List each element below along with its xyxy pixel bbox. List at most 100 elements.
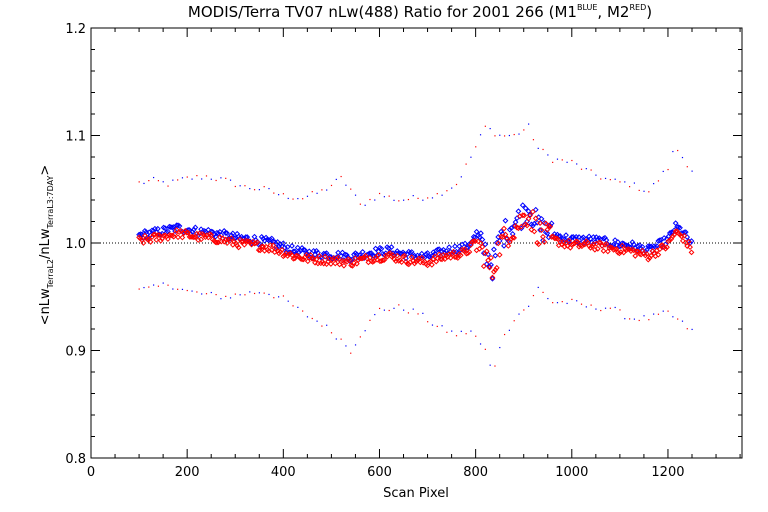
- lower-envelope-point: [657, 313, 660, 315]
- m1-point: [478, 230, 484, 237]
- m1-point: [616, 243, 623, 250]
- lower-envelope-point: [162, 282, 164, 284]
- m2-point: [348, 262, 355, 269]
- upper-envelope-point: [638, 189, 640, 191]
- lower-envelope-point: [167, 284, 169, 286]
- lower-envelope-point: [273, 297, 275, 299]
- upper-envelope-point: [499, 134, 501, 136]
- upper-envelope-point: [167, 185, 169, 187]
- m1-point: [501, 242, 507, 249]
- m2-point: [610, 246, 617, 253]
- m2-point: [400, 253, 406, 260]
- m1-point: [527, 211, 533, 218]
- lower-envelope-point: [417, 313, 419, 315]
- upper-envelope-point: [691, 170, 693, 172]
- upper-envelope-point: [292, 198, 294, 200]
- upper-envelope-point: [571, 159, 573, 162]
- upper-envelope-point: [436, 193, 438, 195]
- lower-envelope-point: [143, 286, 145, 289]
- m2-point: [664, 244, 670, 251]
- upper-envelope-point: [374, 199, 376, 201]
- lower-envelope-point: [508, 329, 510, 331]
- m2-point: [431, 253, 438, 260]
- upper-envelope-point: [302, 198, 304, 200]
- lower-envelope-point: [258, 292, 260, 294]
- upper-envelope-point: [225, 177, 227, 179]
- m1-point: [630, 241, 637, 248]
- upper-envelope-point: [268, 187, 270, 190]
- upper-envelope-point: [345, 184, 347, 186]
- m1-point: [378, 245, 385, 252]
- m2-point: [457, 252, 464, 259]
- upper-envelope-point: [619, 181, 621, 183]
- m2-point: [364, 255, 370, 262]
- lower-envelope-point: [388, 309, 390, 312]
- lower-envelope-point: [422, 312, 424, 314]
- m2-point: [600, 248, 607, 254]
- upper-envelope-point: [383, 196, 385, 198]
- m2-point: [369, 258, 376, 265]
- m2-point: [538, 227, 545, 234]
- m2-point: [183, 229, 190, 236]
- lower-envelope-point: [431, 324, 434, 326]
- m2-point: [491, 268, 497, 275]
- m2-point: [589, 243, 595, 250]
- m2-point: [519, 212, 526, 219]
- upper-envelope-point: [609, 179, 611, 181]
- upper-envelope-point: [335, 178, 337, 181]
- m2-point: [351, 260, 357, 266]
- m2-point: [165, 236, 171, 242]
- m1-point: [568, 234, 575, 241]
- m1-point: [476, 234, 483, 240]
- lower-envelope-point: [407, 312, 410, 314]
- m2-point: [437, 256, 444, 262]
- lower-envelope-point: [330, 332, 333, 334]
- m2-point: [566, 237, 572, 244]
- m1-point: [502, 217, 509, 224]
- upper-envelope-point: [393, 199, 395, 201]
- lower-envelope-point: [321, 325, 323, 327]
- m2-point: [228, 235, 235, 242]
- m1-point: [578, 235, 585, 242]
- m2-point: [684, 243, 691, 249]
- upper-envelope-point: [316, 192, 318, 194]
- lower-envelope-point: [633, 318, 636, 320]
- lower-envelope-point: [470, 330, 472, 332]
- upper-envelope-point: [191, 178, 193, 180]
- upper-envelope-point: [465, 163, 467, 165]
- m1-point: [535, 214, 542, 221]
- m1-point: [537, 227, 543, 233]
- m1-point: [515, 208, 522, 215]
- m2-point: [326, 255, 333, 262]
- lower-envelope-point: [600, 309, 602, 312]
- m2-point: [198, 236, 205, 243]
- upper-envelope-point: [475, 146, 477, 148]
- lower-envelope-point: [451, 330, 453, 332]
- lower-envelope-point: [542, 291, 544, 294]
- m2-point: [602, 241, 608, 248]
- lower-envelope-point: [513, 320, 515, 322]
- m2-point: [450, 248, 457, 255]
- lower-envelope-point: [398, 304, 400, 306]
- m2-point: [385, 251, 392, 257]
- upper-envelope-point: [172, 179, 174, 181]
- lower-envelope-point: [205, 293, 208, 295]
- lower-envelope-point: [590, 304, 592, 306]
- m2-point: [390, 252, 396, 259]
- x-tick-label: 1000: [555, 465, 588, 480]
- m2-point: [587, 244, 594, 251]
- m2-point: [426, 259, 432, 266]
- lower-envelope-point: [628, 318, 631, 320]
- m2-point: [244, 238, 251, 245]
- upper-envelope-point: [297, 197, 299, 200]
- m2-point: [528, 226, 535, 233]
- m2-point: [208, 231, 215, 238]
- lower-envelope-point: [576, 300, 578, 302]
- m2-point: [493, 264, 500, 271]
- m2-point: [483, 248, 490, 255]
- m2-point: [167, 232, 174, 239]
- m2-point: [495, 240, 502, 247]
- m1-point: [333, 254, 340, 261]
- upper-envelope-point: [229, 179, 232, 181]
- m2-point: [173, 226, 180, 233]
